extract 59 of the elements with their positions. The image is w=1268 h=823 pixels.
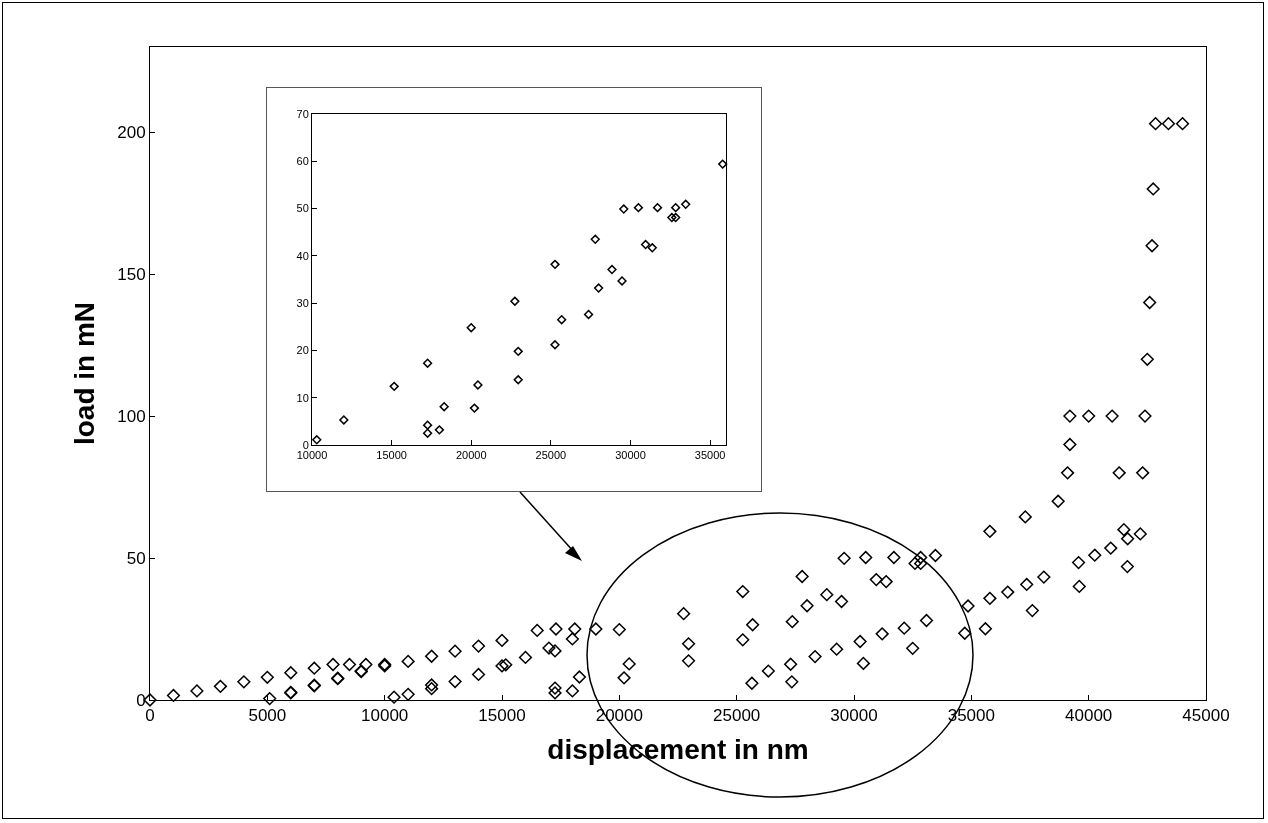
point	[671, 212, 681, 223]
x-tick-label: 10000	[296, 449, 328, 462]
y-axis-title: load in mN	[68, 301, 100, 446]
point	[550, 340, 560, 350]
x-tick-label: 20000	[455, 449, 487, 462]
point	[312, 435, 322, 445]
point	[550, 259, 560, 270]
point	[647, 243, 657, 253]
point	[513, 375, 523, 385]
point	[422, 358, 433, 368]
x-tick-label: 5000	[248, 706, 287, 726]
point	[389, 381, 399, 392]
point	[633, 202, 644, 213]
y-tick-label: 0	[136, 690, 146, 710]
point	[510, 296, 520, 306]
point	[617, 276, 627, 286]
point	[640, 239, 651, 250]
y-tick-label: 30	[296, 296, 309, 309]
x-tick-label: 45000	[1182, 706, 1230, 726]
y-tick-label: 50	[126, 548, 146, 568]
y-tick-label: 70	[296, 107, 309, 120]
x-tick-label: 15000	[478, 706, 526, 726]
point	[557, 315, 567, 325]
x-tick-label: 30000	[615, 449, 646, 462]
y-tick-label: 50	[296, 202, 309, 215]
y-tick-label: 0	[302, 438, 309, 451]
x-tick-label: 10000	[361, 706, 409, 726]
point	[469, 403, 480, 413]
point	[583, 309, 594, 320]
x-tick-label: 15000	[376, 449, 407, 462]
point	[434, 425, 445, 435]
y-tick-label: 40	[296, 249, 309, 262]
x-tick-label: 35000	[694, 449, 726, 462]
point	[619, 204, 629, 214]
point	[607, 264, 617, 275]
y-tick-label: 100	[117, 407, 146, 427]
point	[422, 428, 433, 438]
point	[513, 346, 523, 357]
point	[466, 323, 476, 333]
x-tick-label: 40000	[1065, 706, 1113, 726]
y-tick-label: 150	[117, 265, 146, 285]
y-tick-label: 10	[296, 391, 309, 404]
y-tick-label: 200	[117, 123, 146, 143]
x-tick-label: 25000	[713, 706, 761, 726]
point	[681, 199, 691, 209]
point	[593, 283, 604, 293]
point	[652, 202, 663, 213]
point	[339, 415, 349, 425]
point	[718, 159, 728, 169]
y-tick-label: 20	[296, 344, 309, 357]
point	[667, 212, 677, 223]
point	[671, 202, 681, 213]
x-tick-label: 30000	[830, 706, 878, 726]
point	[422, 420, 433, 430]
point	[473, 380, 483, 390]
point	[590, 234, 600, 244]
y-tick-label: 60	[296, 155, 309, 168]
point	[439, 402, 449, 412]
x-tick-label: 25000	[535, 449, 567, 462]
